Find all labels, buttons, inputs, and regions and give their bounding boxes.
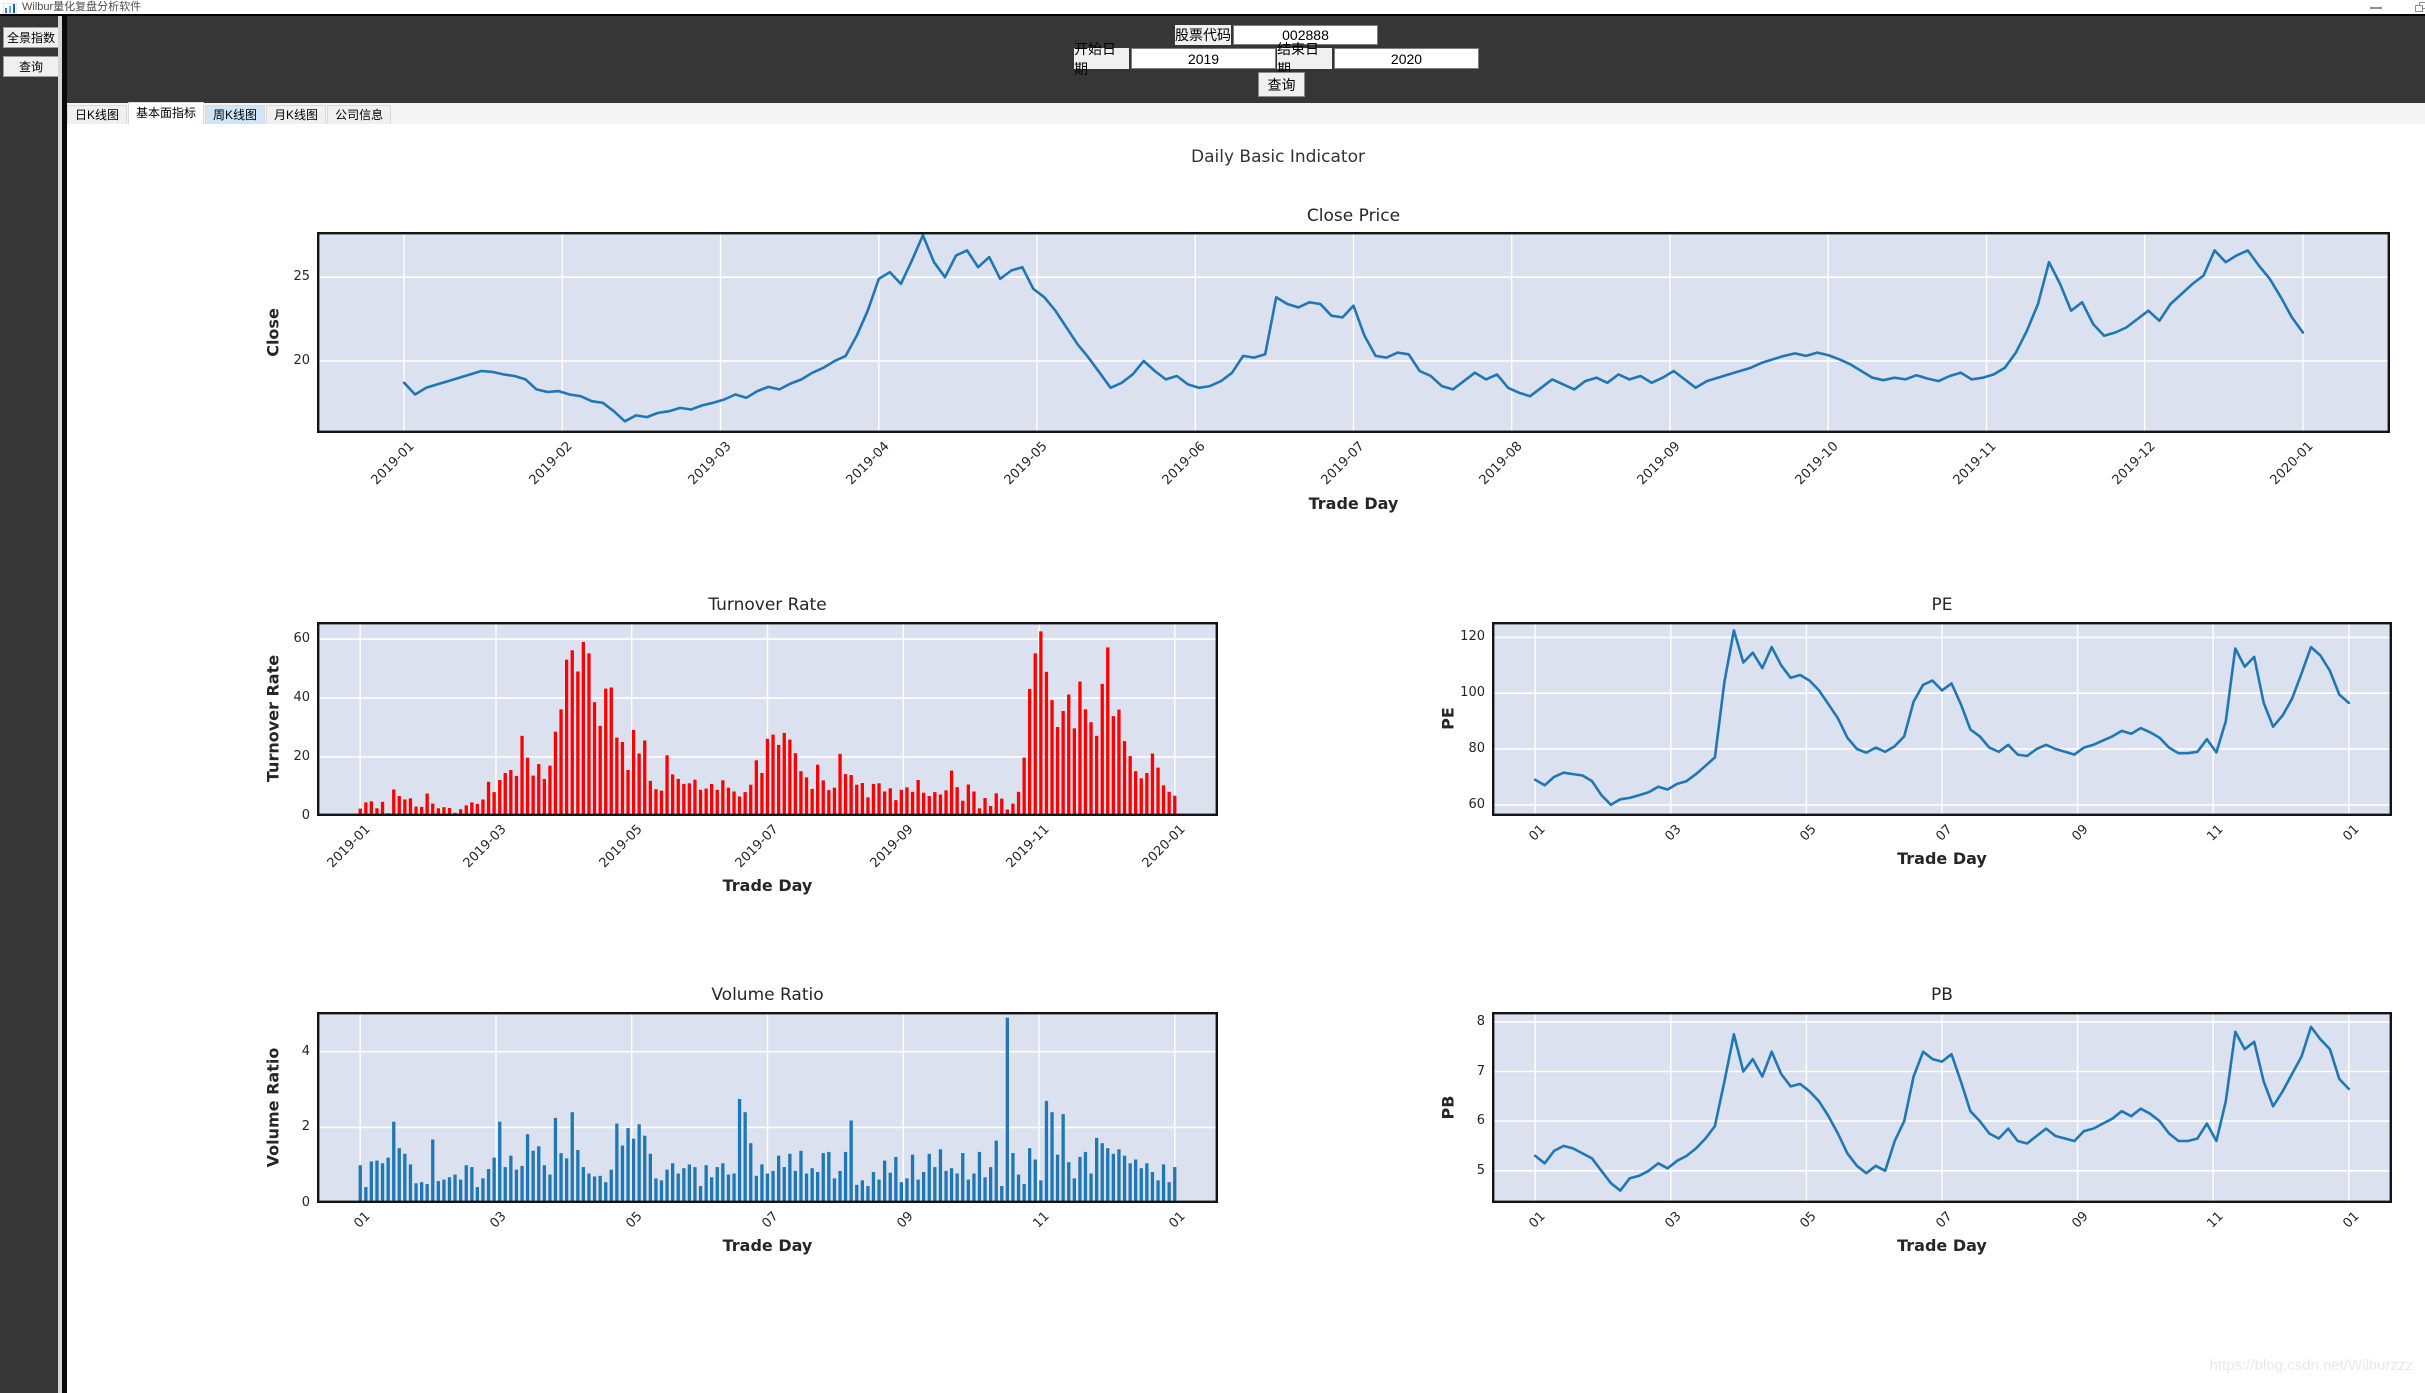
minimize-icon (2370, 7, 2382, 9)
sidebar-query-label: 查询 (18, 60, 43, 74)
restore-button[interactable] (2407, 0, 2425, 14)
tab-fundamental-indicators[interactable]: 基本面指标 (128, 102, 205, 124)
panorama-index-button[interactable]: 全景指数 (3, 27, 59, 48)
watermark: https://blog.csdn.net/Wilburzzz (2209, 1357, 2413, 1374)
sidebar-query-button[interactable]: 查询 (3, 56, 59, 77)
sidebar-divider-light (58, 16, 62, 1393)
sidebar-divider-dark (62, 16, 67, 1393)
app-icon (2, 1, 18, 15)
window-titlebar: Wilbur量化复盘分析软件 (0, 0, 2425, 15)
start-date-input[interactable] (1131, 48, 1276, 69)
figure-area (67, 124, 2425, 1393)
window-title: Wilbur量化复盘分析软件 (22, 1, 142, 13)
tab-daily-kline[interactable]: 日K线图 (67, 105, 128, 124)
minimize-button[interactable] (2365, 0, 2387, 14)
tab-company-info[interactable]: 公司信息 (327, 105, 392, 124)
query-button[interactable]: 查询 (1258, 72, 1305, 97)
figure-heading: Daily Basic Indicator (1191, 147, 1365, 167)
tab-weekly-kline[interactable]: 周K线图 (205, 105, 266, 124)
stock-code-input[interactable] (1233, 25, 1378, 45)
panorama-index-label: 全景指数 (6, 31, 55, 45)
notebook: 日K线图 基本面指标 周K线图 月K线图 公司信息 (67, 102, 2425, 1393)
tab-monthly-kline[interactable]: 月K线图 (266, 105, 327, 124)
end-date-input[interactable] (1334, 48, 1479, 69)
end-date-label: 结束日期 (1277, 41, 1332, 77)
stock-code-label: 股票代码 (1175, 25, 1231, 45)
query-button-label: 查询 (1267, 76, 1296, 93)
tab-bar: 日K线图 基本面指标 周K线图 月K线图 公司信息 (67, 102, 2425, 125)
window-border (0, 14, 2425, 16)
start-date-label: 开始日期 (1074, 41, 1129, 77)
